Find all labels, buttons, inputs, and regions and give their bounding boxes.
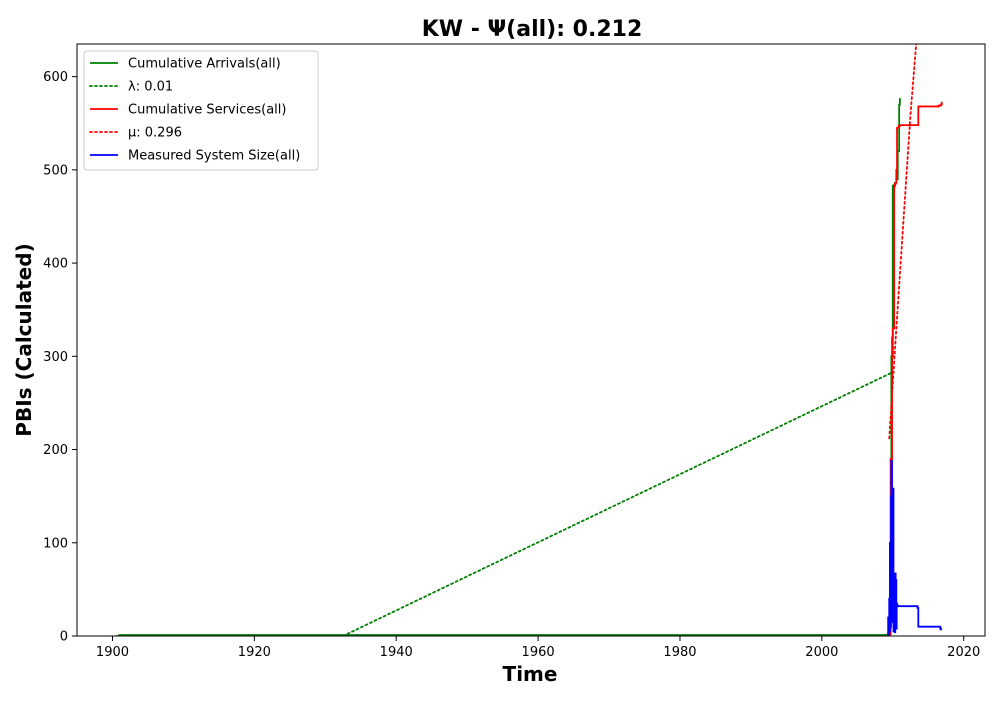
y-tick-label: 200	[43, 443, 68, 458]
x-tick-label: 2000	[805, 645, 838, 660]
y-tick-label: 100	[43, 536, 68, 551]
axes: 1900 1920 1940 1960 1980 2000 2020 0 100 200 300 40…	[43, 43, 986, 660]
y-tick-label: 500	[43, 163, 68, 178]
x-tick-label: 1980	[663, 645, 696, 660]
chart-title: KW - Ψ(all): 0.212	[422, 17, 643, 42]
plot-area	[116, 44, 943, 636]
legend: Cumulative Arrivals(all) λ: 0.01 Cumulativ…	[83, 50, 319, 171]
series-line-3	[888, 44, 918, 440]
y-tick-label: 0	[60, 630, 68, 645]
y-tick-label: 400	[43, 257, 68, 272]
legend-label: Cumulative Arrivals(all)	[128, 57, 281, 72]
x-tick-label: 2020	[947, 645, 980, 660]
series-line-2	[887, 101, 943, 636]
legend-label: μ: 0.296	[128, 126, 182, 141]
legend-label: Measured System Size(all)	[128, 149, 300, 164]
x-tick-label: 1940	[380, 645, 413, 660]
legend-frame	[83, 50, 319, 171]
legend-label: Cumulative Services(all)	[128, 103, 286, 118]
axes-frame	[76, 43, 986, 637]
y-tick-label: 300	[43, 350, 68, 365]
x-tick-label: 1960	[522, 645, 555, 660]
y-axis-label: PBIs (Calculated)	[12, 243, 36, 436]
x-tick-label: 1920	[238, 645, 271, 660]
x-tick-label: 1900	[96, 645, 129, 660]
y-tick-label: 600	[43, 70, 68, 85]
x-axis-label: Time	[503, 662, 558, 686]
series-line-4	[887, 459, 942, 636]
series-line-0	[116, 98, 901, 636]
legend-label: λ: 0.01	[128, 80, 173, 95]
series-line-1	[342, 371, 894, 636]
